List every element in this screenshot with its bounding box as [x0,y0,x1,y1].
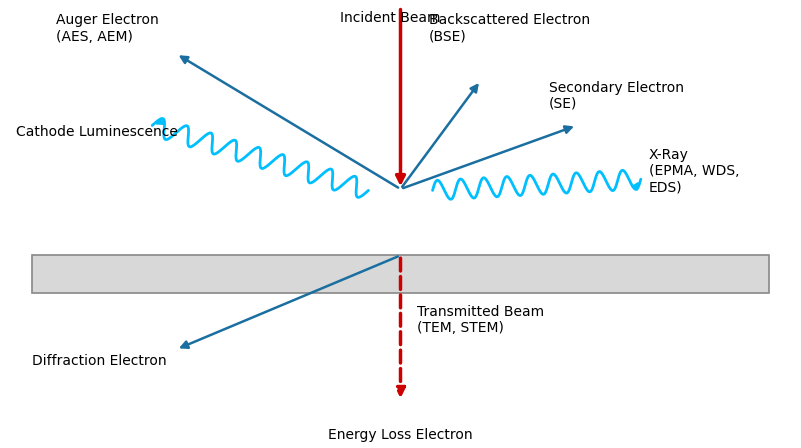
Text: Transmitted Beam
(TEM, STEM): Transmitted Beam (TEM, STEM) [417,305,544,335]
Text: X-Ray
(EPMA, WDS,
EDS): X-Ray (EPMA, WDS, EDS) [649,148,739,194]
Bar [32,255,769,293]
Text: Diffraction Electron: Diffraction Electron [32,354,167,368]
Text: Energy Loss Electron: Energy Loss Electron [328,428,473,442]
Text: Auger Electron
(AES, AEM): Auger Electron (AES, AEM) [56,13,159,43]
Text: Backscattered Electron
(BSE): Backscattered Electron (BSE) [429,13,590,43]
Text: Secondary Electron
(SE): Secondary Electron (SE) [549,81,684,111]
Text: Incident Beam: Incident Beam [340,11,441,25]
Text: Cathode Luminescence: Cathode Luminescence [16,125,178,139]
